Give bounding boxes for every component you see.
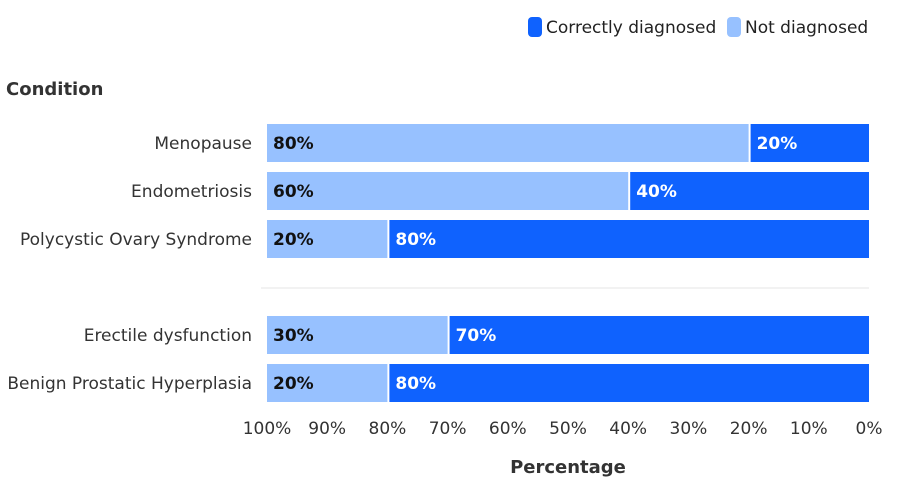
legend-label-correctly-diagnosed: Correctly diagnosed [546, 18, 716, 38]
x-tick-label: 30% [670, 419, 708, 439]
data-label-not-diagnosed-erectile-dysfunction: 30% [273, 326, 314, 346]
y-axis-title: Condition [6, 79, 103, 100]
bar-not-diagnosed-menopause [267, 124, 749, 162]
category-label-erectile-dysfunction: Erectile dysfunction [84, 326, 252, 346]
x-tick-label: 90% [308, 419, 346, 439]
data-label-correctly-diagnosed-menopause: 20% [757, 134, 798, 154]
data-label-not-diagnosed-polycystic-ovary-syndrome: 20% [273, 230, 314, 250]
data-label-not-diagnosed-menopause: 80% [273, 134, 314, 154]
x-tick-label: 100% [243, 419, 292, 439]
x-axis-title: Percentage [510, 457, 626, 478]
bar-not-diagnosed-erectile-dysfunction [267, 316, 448, 354]
data-label-not-diagnosed-benign-prostatic-hyperplasia: 20% [273, 374, 314, 394]
bar-correctly-diagnosed-erectile-dysfunction [449, 316, 869, 354]
bar-not-diagnosed-polycystic-ovary-syndrome [267, 220, 388, 258]
plot-area: Menopause 80% 20% Endometriosis 60% 40% Polycy… [7, 124, 882, 439]
legend-item-not-diagnosed: Not diagnosed [727, 17, 868, 38]
category-label-menopause: Menopause [154, 134, 252, 154]
category-label-benign-prostatic-hyperplasia: Benign Prostatic Hyperplasia [7, 374, 252, 394]
x-tick-label: 50% [549, 419, 587, 439]
category-label-polycystic-ovary-syndrome: Polycystic Ovary Syndrome [20, 230, 252, 250]
legend: Correctly diagnosed Not diagnosed [528, 17, 868, 38]
bar-not-diagnosed-endometriosis [267, 172, 629, 210]
x-tick-label: 40% [609, 419, 647, 439]
x-tick-label: 80% [369, 419, 407, 439]
data-label-correctly-diagnosed-erectile-dysfunction: 70% [456, 326, 497, 346]
bar-correctly-diagnosed-benign-prostatic-hyperplasia [389, 364, 869, 402]
legend-swatch-correctly-diagnosed [528, 17, 542, 37]
x-tick-label: 20% [730, 419, 768, 439]
data-label-correctly-diagnosed-benign-prostatic-hyperplasia: 80% [395, 374, 436, 394]
bar-correctly-diagnosed-polycystic-ovary-syndrome [389, 220, 869, 258]
data-label-correctly-diagnosed-polycystic-ovary-syndrome: 80% [395, 230, 436, 250]
legend-item-correctly-diagnosed: Correctly diagnosed [528, 17, 716, 38]
bar-not-diagnosed-benign-prostatic-hyperplasia [267, 364, 388, 402]
x-tick-label: 70% [429, 419, 467, 439]
data-label-not-diagnosed-endometriosis: 60% [273, 182, 314, 202]
x-tick-label: 60% [489, 419, 527, 439]
bar-correctly-diagnosed-endometriosis [630, 172, 869, 210]
x-tick-label: 10% [790, 419, 828, 439]
legend-swatch-not-diagnosed [727, 17, 741, 37]
data-label-correctly-diagnosed-endometriosis: 40% [636, 182, 677, 202]
category-label-endometriosis: Endometriosis [131, 182, 252, 202]
bar-correctly-diagnosed-menopause [750, 124, 869, 162]
legend-label-not-diagnosed: Not diagnosed [745, 18, 868, 38]
x-tick-label: 0% [856, 419, 883, 439]
